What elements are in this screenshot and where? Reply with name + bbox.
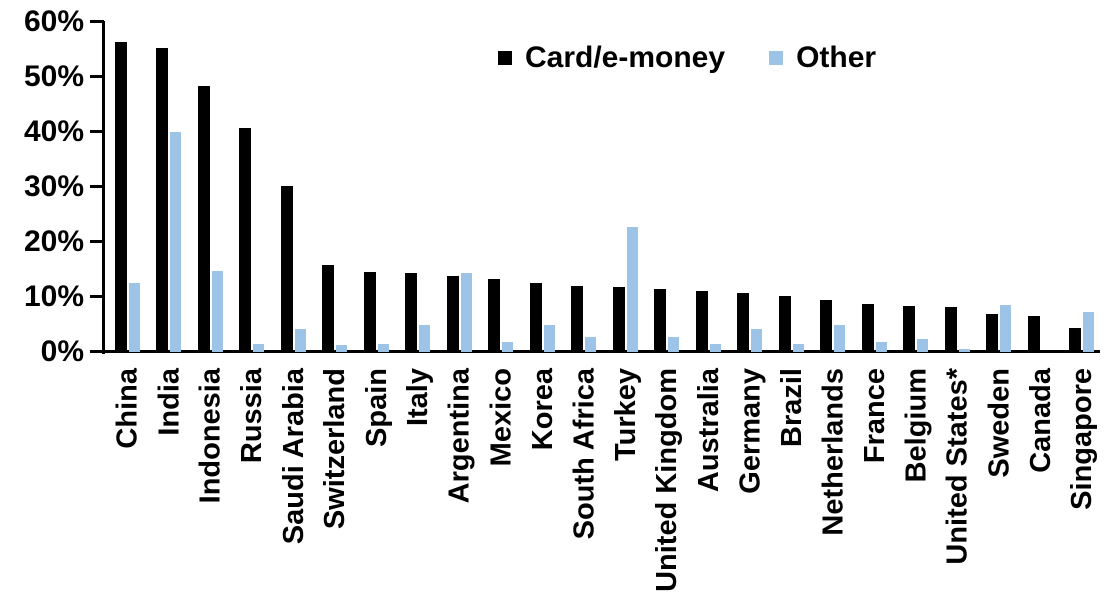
bar-card-e-money [986, 313, 999, 352]
bar-other [917, 338, 929, 352]
bar-card-e-money [280, 185, 293, 352]
bar-card-e-money [695, 290, 708, 352]
bar-other [502, 342, 514, 352]
bar-other [1083, 312, 1095, 352]
legend-item-card-e-money: Card/e-money [498, 41, 725, 75]
bar-card-e-money [1027, 316, 1040, 352]
y-tick-mark [90, 20, 104, 23]
y-tick-mark [90, 240, 104, 243]
bar-card-e-money [737, 292, 750, 352]
bar-card-e-money [1069, 327, 1082, 352]
bar-card-e-money [114, 42, 127, 352]
x-axis-line [102, 350, 1100, 353]
bar-card-e-money [903, 305, 916, 352]
bar-other [211, 271, 223, 352]
legend-item-other: Other [769, 41, 876, 75]
y-tick-label: 10% [23, 280, 84, 313]
legend-label-other: Other [796, 41, 877, 74]
legend-label-card-e-money: Card/e-money [525, 41, 726, 74]
bar-other [834, 324, 846, 352]
y-tick-mark [90, 75, 104, 78]
bar-card-e-money [446, 276, 459, 352]
bar-other [751, 328, 763, 352]
bar-card-e-money [529, 283, 542, 352]
bar-other [419, 325, 431, 352]
y-tick-label: 30% [23, 170, 84, 203]
bar-other [336, 345, 348, 352]
bar-card-e-money [820, 299, 833, 352]
bar-other [460, 273, 472, 352]
bar-card-e-money [156, 48, 169, 352]
bar-card-e-money [239, 127, 252, 352]
y-tick-mark [90, 130, 104, 133]
bar-other [377, 343, 389, 352]
bar-card-e-money [363, 272, 376, 352]
y-tick-mark [90, 295, 104, 298]
bar-card-e-money [405, 272, 418, 352]
bar-card-e-money [197, 85, 210, 352]
legend: Card/e-money Other [498, 40, 876, 76]
bar-other [875, 342, 887, 352]
bar-other [668, 336, 680, 352]
bar-other [1000, 305, 1012, 352]
bar-other [294, 328, 306, 352]
bar-card-e-money [322, 265, 335, 352]
bar-other [585, 337, 597, 352]
bar-other [626, 226, 638, 352]
bar-card-e-money [612, 286, 625, 352]
bar-card-e-money [488, 278, 501, 352]
bar-other [543, 325, 555, 352]
y-tick-label: 50% [23, 60, 84, 93]
bar-other [170, 132, 182, 352]
bar-other [709, 344, 721, 352]
y-tick-label: 40% [23, 115, 84, 148]
legend-swatch-card-e-money [498, 51, 512, 65]
y-tick-label: 60% [23, 5, 84, 38]
bar-card-e-money [654, 289, 667, 352]
y-tick-mark [90, 185, 104, 188]
bar-other [958, 349, 970, 352]
y-tick-label: 0% [40, 335, 84, 368]
bar-other [128, 282, 140, 352]
bar-card-e-money [861, 303, 874, 352]
bar-card-e-money [571, 286, 584, 352]
bar-other [253, 344, 265, 352]
legend-swatch-other [769, 51, 784, 65]
y-tick-mark [90, 350, 104, 353]
y-tick-label: 20% [23, 225, 84, 258]
bar-other [792, 343, 804, 352]
bar-card-e-money [778, 295, 791, 352]
bar-card-e-money [944, 307, 957, 352]
